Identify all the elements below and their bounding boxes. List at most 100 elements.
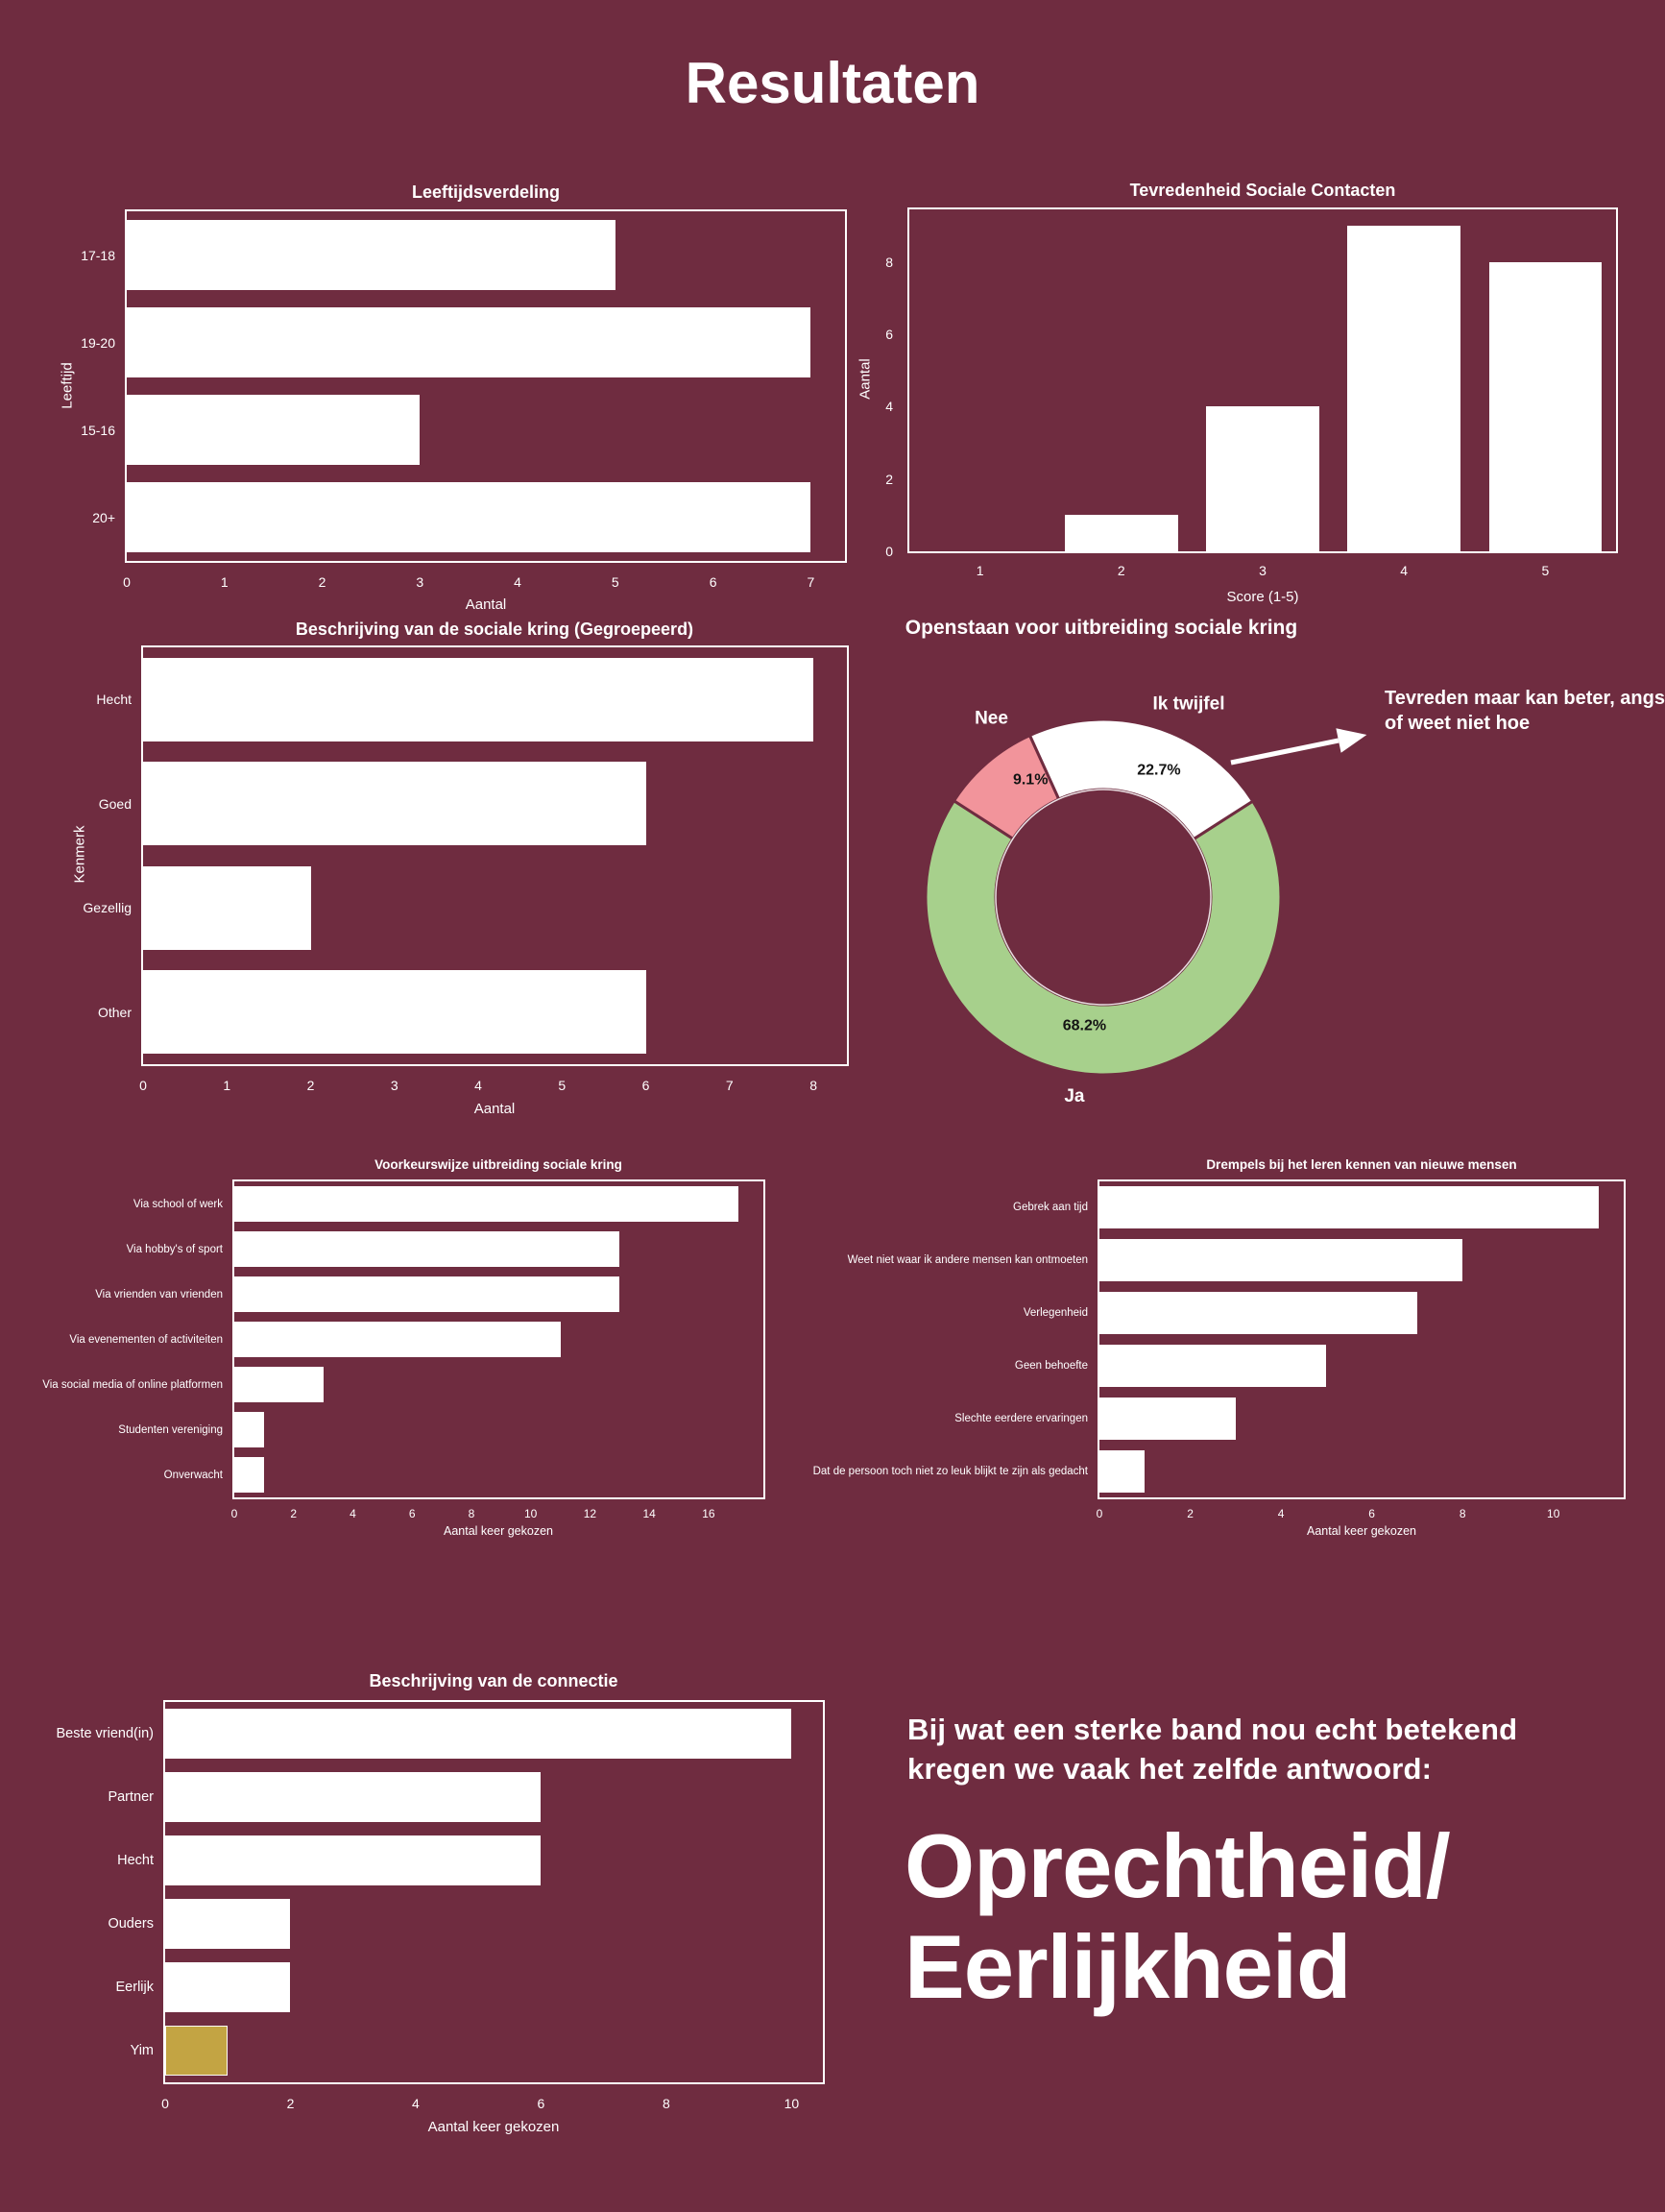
x-tick-label: 8 [1459, 1507, 1466, 1520]
x-tick-label: 4 [1277, 1507, 1285, 1520]
x-tick-label: 1 [220, 574, 229, 590]
x-tick-label: 2 [318, 574, 326, 590]
category-label: Slechte eerdere ervaringen [954, 1412, 1088, 1424]
bar [143, 865, 311, 950]
page-title: Resultaten [685, 51, 980, 115]
x-tick-label: 4 [412, 2096, 420, 2111]
x-tick-label: 2 [1117, 563, 1125, 578]
x-axis-label: Aantal keer gekozen [444, 1524, 553, 1538]
x-tick-label: 5 [1541, 563, 1550, 578]
x-tick-label: 4 [474, 1078, 482, 1093]
x-tick-label: 0 [230, 1507, 238, 1520]
category-label: Geen behoefte [1014, 1359, 1088, 1372]
x-tick-label: 3 [1259, 563, 1267, 578]
x-axis-label: Aantal [465, 596, 507, 613]
bar [234, 1230, 620, 1268]
chart-title: Leeftijdsverdeling [411, 182, 561, 202]
category-label: Yim [130, 2043, 154, 2058]
x-tick-label: 16 [702, 1507, 715, 1520]
plot-frame [125, 209, 847, 563]
bar [234, 1411, 264, 1448]
category-label: Studenten vereniging [118, 1423, 223, 1436]
chart-title: Voorkeurswijze uitbreiding sociale kring [374, 1157, 622, 1172]
category-label: Dat de persoon toch niet zo leuk blijkt … [812, 1465, 1088, 1477]
x-tick-label: 8 [468, 1507, 475, 1520]
x-tick-label: 4 [1400, 563, 1409, 578]
bar [143, 970, 646, 1055]
x-tick-label: 3 [416, 574, 424, 590]
conclusion-highlight-line1: Oprechtheid/ [905, 1815, 1451, 1916]
plot-frame [907, 207, 1618, 553]
bar [234, 1456, 264, 1494]
x-tick-label: 10 [784, 2096, 800, 2111]
category-label: Gebrek aan tijd [1013, 1202, 1088, 1214]
x-axis-label: Aantal keer gekozen [1307, 1524, 1416, 1538]
y-tick-label: 4 [885, 399, 893, 415]
x-tick-label: 0 [139, 1078, 147, 1093]
bar [234, 1321, 561, 1358]
bar [165, 1708, 792, 1760]
category-label: Hecht [117, 1853, 154, 1868]
x-tick-label: 2 [290, 1507, 298, 1520]
category-label: Verlegenheid [1023, 1307, 1088, 1320]
x-tick-label: 6 [408, 1507, 416, 1520]
conclusion-intro: Bij wat een sterke band nou echt beteken… [907, 1713, 1518, 1786]
category-label: Via vrienden van vrienden [95, 1288, 223, 1300]
category-label: Onverwacht [163, 1469, 223, 1481]
x-tick-label: 6 [537, 2096, 545, 2111]
x-tick-label: 6 [1368, 1507, 1375, 1520]
category-label: 20+ [92, 509, 115, 525]
bar [1099, 1239, 1463, 1282]
category-label: Ouders [108, 1916, 154, 1932]
x-axis-label: Aantal keer gekozen [427, 2119, 560, 2135]
bar [234, 1276, 620, 1313]
category-label: 17-18 [81, 247, 115, 263]
x-axis-label: Aantal [473, 1101, 516, 1117]
bar [165, 1771, 542, 1823]
bar [1347, 225, 1461, 551]
x-tick-label: 5 [558, 1078, 567, 1093]
donut-annotation: Tevreden maar kan beter, angst of weet n… [1385, 688, 1665, 734]
x-axis-label: Score (1-5) [1226, 589, 1299, 605]
x-tick-label: 6 [641, 1078, 650, 1093]
x-tick-label: 5 [611, 574, 619, 590]
x-tick-label: 8 [809, 1078, 817, 1093]
chart-title: Tevredenheid Sociale Contacten [1129, 181, 1396, 200]
category-label: Partner [108, 1789, 154, 1805]
x-tick-label: 0 [161, 2096, 169, 2111]
bar [165, 2025, 229, 2077]
x-tick-label: 0 [1096, 1507, 1103, 1520]
bar [1099, 1397, 1236, 1440]
bar [127, 395, 421, 465]
x-tick-label: 7 [807, 574, 815, 590]
chart-title: Beschrijving van de sociale kring (Gegro… [295, 620, 694, 639]
category-label: Beste vriend(in) [56, 1726, 154, 1741]
bar [143, 762, 646, 846]
category-label: Goed [98, 795, 132, 812]
plot-frame [232, 1179, 765, 1499]
bar [1099, 1292, 1417, 1334]
y-tick-label: 6 [885, 326, 893, 342]
category-label: Other [97, 1004, 132, 1020]
x-tick-label: 2 [1187, 1507, 1194, 1520]
x-tick-label: 3 [390, 1078, 398, 1093]
bar [1099, 1186, 1599, 1229]
category-label: Weet niet waar ik andere mensen kan ontm… [847, 1254, 1088, 1267]
x-tick-label: 1 [976, 563, 984, 578]
y-tick-label: 2 [885, 471, 893, 487]
x-tick-label: 2 [306, 1078, 315, 1093]
x-tick-label: 4 [350, 1507, 356, 1520]
category-label: Via evenementen of activiteiten [69, 1333, 223, 1346]
category-label: 15-16 [81, 422, 115, 438]
category-label: Via social media of online platformen [42, 1378, 223, 1391]
plot-frame [163, 1700, 825, 2084]
chart-title: Beschrijving van de connectie [369, 1671, 618, 1690]
bar [143, 657, 814, 741]
bar [234, 1185, 738, 1223]
x-tick-label: 10 [523, 1507, 538, 1520]
bar [127, 307, 811, 377]
category-label: Via school of werk [133, 1198, 223, 1210]
